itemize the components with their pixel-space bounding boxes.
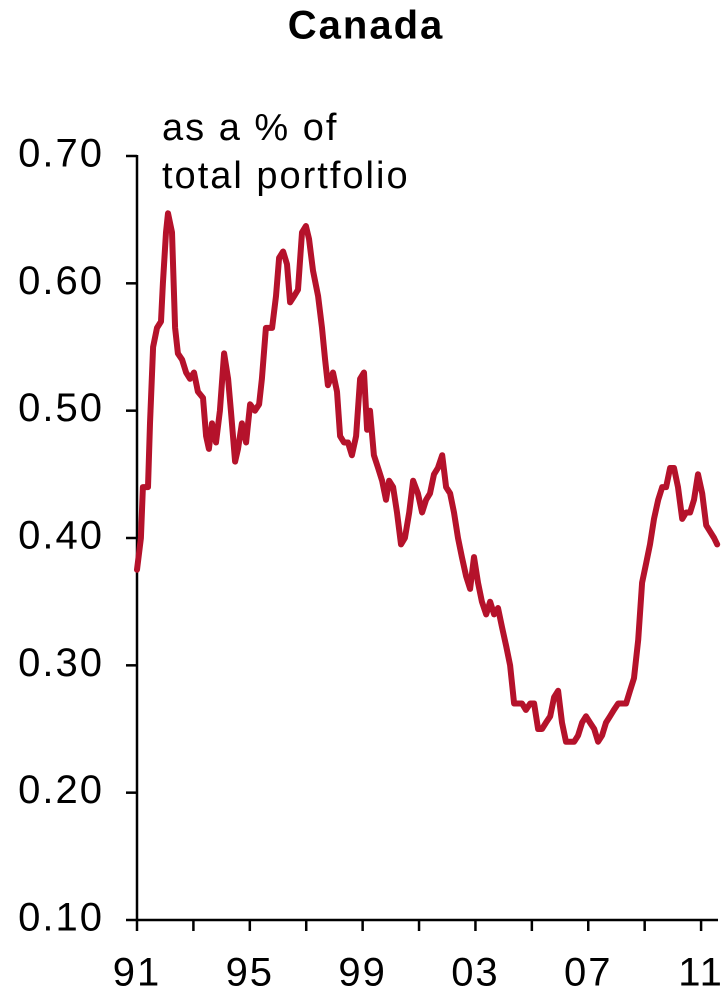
line [134, 210, 721, 745]
x-tick-label: 91 [113, 951, 162, 995]
y-tick-label: 0.20 [18, 768, 104, 812]
x-tick-label: 03 [451, 951, 500, 995]
y-tick-label: 0.30 [18, 641, 104, 685]
x-tick-label: 95 [226, 951, 275, 995]
chart-title: Canada [288, 4, 445, 48]
y-tick-label: 0.50 [18, 386, 104, 430]
annotation: total portfolio [162, 155, 410, 197]
x-tick-label: 11 [678, 951, 723, 995]
y-tick-label: 0.40 [18, 514, 104, 558]
y-tick-label: 0.10 [18, 896, 104, 940]
y-tick-label: 0.60 [18, 259, 104, 303]
y-tick-label: 0.70 [18, 132, 104, 176]
x-tick-label: 07 [564, 951, 613, 995]
x-tick-label: 99 [338, 951, 387, 995]
annotation: as a % of [162, 107, 338, 149]
